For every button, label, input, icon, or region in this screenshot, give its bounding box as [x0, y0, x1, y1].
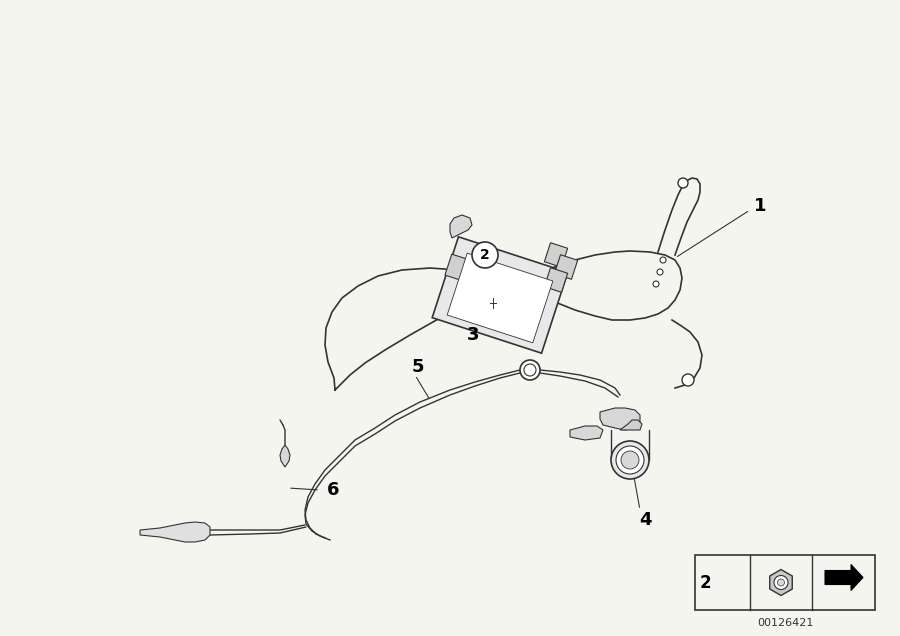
- Text: 00126421: 00126421: [757, 618, 814, 628]
- Text: 5: 5: [412, 358, 424, 376]
- Circle shape: [520, 360, 540, 380]
- Circle shape: [660, 257, 666, 263]
- Text: 4: 4: [639, 511, 652, 529]
- Bar: [544, 268, 568, 293]
- Text: 2: 2: [480, 248, 490, 262]
- Text: 3: 3: [467, 326, 479, 344]
- Polygon shape: [432, 237, 568, 353]
- Polygon shape: [620, 420, 642, 430]
- Ellipse shape: [611, 441, 649, 479]
- Bar: [695, 555, 875, 610]
- Polygon shape: [447, 253, 553, 343]
- Text: 1: 1: [754, 197, 766, 215]
- Circle shape: [653, 281, 659, 287]
- Circle shape: [682, 374, 694, 386]
- Polygon shape: [450, 215, 472, 238]
- Ellipse shape: [616, 446, 644, 474]
- Polygon shape: [770, 569, 792, 595]
- Bar: [554, 254, 578, 279]
- Polygon shape: [140, 522, 210, 542]
- Circle shape: [774, 576, 788, 590]
- Bar: [544, 243, 568, 267]
- Circle shape: [778, 579, 785, 586]
- Text: 6: 6: [327, 481, 339, 499]
- Polygon shape: [825, 565, 863, 590]
- Polygon shape: [570, 426, 603, 440]
- Text: 2: 2: [699, 574, 711, 591]
- Circle shape: [678, 178, 688, 188]
- Polygon shape: [445, 254, 485, 286]
- Ellipse shape: [621, 451, 639, 469]
- Circle shape: [657, 269, 663, 275]
- Polygon shape: [280, 445, 290, 467]
- Circle shape: [472, 242, 498, 268]
- Polygon shape: [600, 408, 640, 430]
